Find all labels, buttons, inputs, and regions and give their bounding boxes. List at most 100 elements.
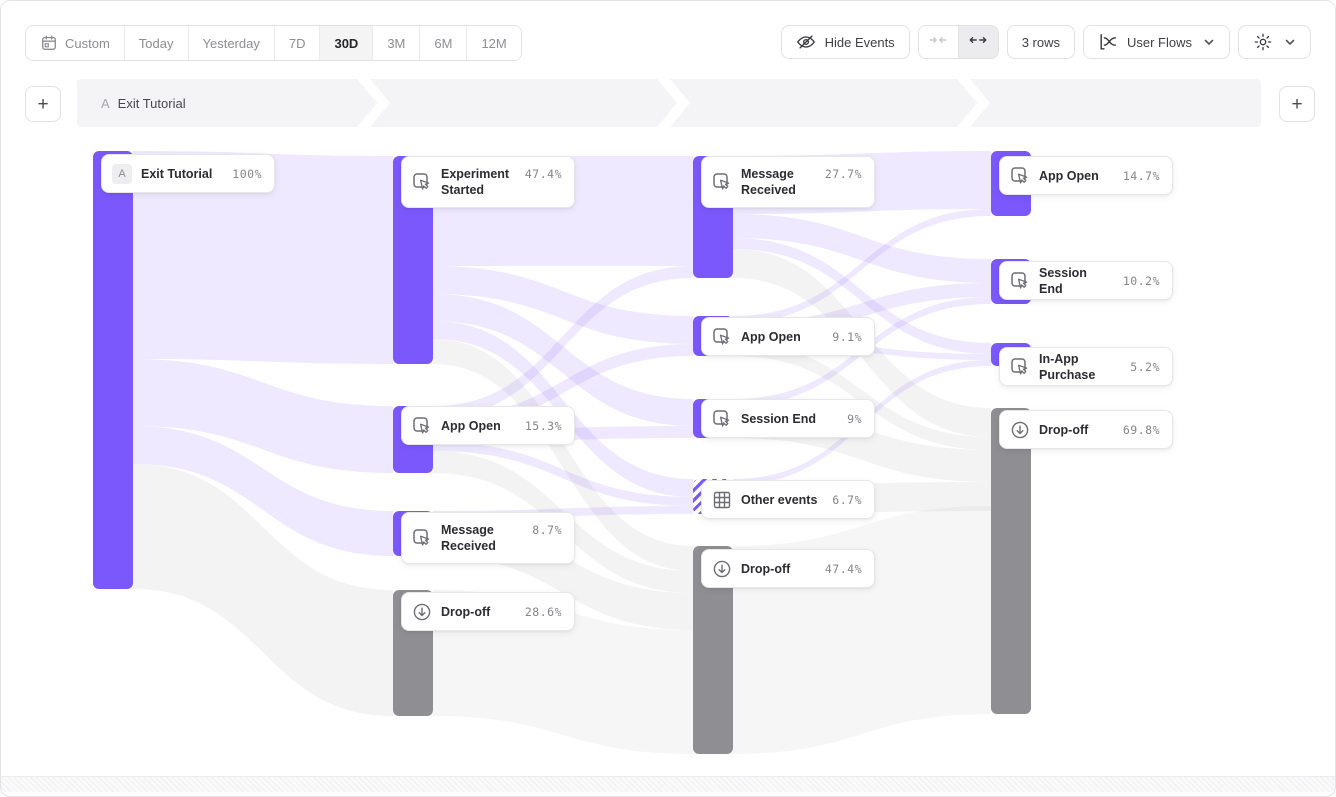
flow-node-percentage: 100% <box>232 166 262 181</box>
hide-events-button[interactable]: Hide Events <box>780 25 910 59</box>
flow-link-c2-app-to-c3-other[interactable] <box>433 442 693 506</box>
steps-bar: + A Exit Tutorial + <box>1 79 1335 127</box>
flow-link-c3-app-to-c4-drop[interactable] <box>733 343 991 450</box>
date-range-7d[interactable]: 7D <box>273 26 320 60</box>
rows-label: 3 rows <box>1021 34 1060 50</box>
flow-node-card-c2-app[interactable]: App Open 15.3% <box>401 406 575 445</box>
drop-off-arrow-icon <box>1010 420 1030 440</box>
flow-link-c1-exit-to-c2-msg[interactable] <box>133 426 393 556</box>
flow-link-c3-app-to-c4-app[interactable] <box>733 209 991 323</box>
gear-icon <box>1253 32 1273 52</box>
flow-node-label: Exit Tutorial <box>141 166 213 181</box>
date-range-today[interactable]: Today <box>123 26 188 60</box>
event-cursor-icon <box>1010 357 1030 377</box>
event-cursor-icon <box>412 528 432 548</box>
flow-node-label: In-App Purchase <box>1039 351 1096 382</box>
flow-node-percentage: 9.1% <box>832 329 862 344</box>
date-range-3m[interactable]: 3M <box>372 26 420 60</box>
flow-link-c1-exit-to-c2-drop[interactable] <box>133 464 393 716</box>
flow-node-percentage: 47.4% <box>824 561 862 576</box>
date-range-6m[interactable]: 6M <box>419 26 467 60</box>
collapse-columns-button[interactable] <box>918 26 958 58</box>
step-separator-chevron-icon <box>957 79 990 127</box>
settings-dropdown[interactable] <box>1238 25 1311 59</box>
flow-link-c2-app-to-c3-msg[interactable] <box>433 266 693 418</box>
date-range-custom[interactable]: Custom <box>26 26 124 60</box>
flow-link-c1-exit-to-c2-app[interactable] <box>133 359 393 473</box>
flow-link-c2-exp-to-c3-app[interactable] <box>433 266 693 344</box>
steps-band[interactable]: A Exit Tutorial <box>77 79 1261 127</box>
flow-node-bar-c4-drop[interactable] <box>991 408 1031 714</box>
grid-events-icon <box>712 490 732 510</box>
flow-link-c3-msg-to-c4-sess[interactable] <box>733 214 991 283</box>
top-toolbar: Custom Today Yesterday 7D 30D 3M 6M 12M Hide Ev… <box>1 1 1335 67</box>
arrows-collapse-icon <box>928 30 948 55</box>
toolbar-right-cluster: Hide Events 3 rows User Flows <box>780 25 1311 59</box>
flow-link-c1-exit-to-c2-exp[interactable] <box>133 151 393 364</box>
hide-events-label: Hide Events <box>824 34 895 50</box>
flow-link-c3-msg-to-c4-iap[interactable] <box>733 238 991 354</box>
event-cursor-icon <box>712 409 732 429</box>
flow-node-percentage: 28.6% <box>524 604 562 619</box>
flow-node-label: Experiment Started <box>441 167 510 197</box>
flow-node-label: App Open <box>741 329 801 344</box>
flow-node-percentage: 47.4% <box>524 167 562 181</box>
date-range-picker: Custom Today Yesterday 7D 30D 3M 6M 12M <box>25 25 522 61</box>
flow-node-card-c3-msg[interactable]: Message Received 27.7% <box>701 156 875 208</box>
rows-button[interactable]: 3 rows <box>1006 25 1075 59</box>
view-selector-dropdown[interactable]: User Flows <box>1082 25 1230 59</box>
flow-node-card-c3-other[interactable]: Other events 6.7% <box>701 480 875 519</box>
flow-node-card-c4-iap[interactable]: In-App Purchase 5.2% <box>999 347 1173 386</box>
date-range-label: 6M <box>434 35 453 51</box>
flow-link-c2-app-to-c3-app[interactable] <box>433 344 693 430</box>
step-separator-chevron-icon <box>357 79 390 127</box>
flow-node-percentage: 69.8% <box>1122 422 1160 437</box>
date-range-label: 12M <box>481 35 507 51</box>
date-range-30d[interactable]: 30D <box>319 26 373 60</box>
event-cursor-icon <box>412 416 432 436</box>
drop-off-arrow-icon <box>712 559 732 579</box>
bottom-scroll-strip[interactable] <box>1 776 1335 792</box>
flow-node-bar-c1-exit[interactable] <box>93 151 133 589</box>
step-letter-badge: A <box>112 163 132 184</box>
flow-node-card-c2-drop[interactable]: Drop-off 28.6% <box>401 592 575 631</box>
flow-node-percentage: 8.7% <box>532 523 562 537</box>
view-selector-label: User Flows <box>1126 34 1192 50</box>
flow-node-card-c3-sess[interactable]: Session End 9% <box>701 399 875 438</box>
chevron-down-icon <box>1203 36 1215 48</box>
flow-node-card-c1-exit[interactable]: A Exit Tutorial 100% <box>101 154 275 193</box>
expand-columns-button[interactable] <box>957 26 998 58</box>
step-event-name: Exit Tutorial <box>117 95 186 111</box>
flow-link-c2-exp-to-c3-drop[interactable] <box>433 339 693 571</box>
flow-link-c3-drop-to-c4-drop[interactable] <box>733 506 991 754</box>
flow-node-percentage: 14.7% <box>1122 168 1160 183</box>
flow-node-card-c3-app[interactable]: App Open 9.1% <box>701 317 875 356</box>
event-cursor-icon <box>712 327 732 347</box>
drop-off-arrow-icon <box>412 602 432 622</box>
flow-link-c2-exp-to-c3-sess[interactable] <box>433 294 693 426</box>
flow-node-percentage: 6.7% <box>832 492 862 507</box>
flow-node-label: Session End <box>1039 265 1087 296</box>
date-range-label: Custom <box>65 35 110 51</box>
step-1-label: A Exit Tutorial <box>101 79 186 127</box>
date-range-label: Today <box>138 35 174 51</box>
flow-node-card-c2-msg[interactable]: Message Received 8.7% <box>401 512 575 564</box>
flow-node-label: Drop-off <box>441 604 491 619</box>
flow-node-label: Session End <box>741 411 817 426</box>
flow-link-c2-drop-to-c3-drop[interactable] <box>433 590 693 754</box>
arrows-expand-icon <box>968 30 988 55</box>
flows-chart-icon <box>1098 32 1118 52</box>
date-range-12m[interactable]: 12M <box>466 26 521 60</box>
date-range-yesterday[interactable]: Yesterday <box>187 26 274 60</box>
flow-node-label: Message Received <box>741 167 796 197</box>
flow-node-card-c4-app[interactable]: App Open 14.7% <box>999 156 1173 195</box>
collapse-expand-toggle <box>917 25 999 59</box>
flow-node-card-c4-drop[interactable]: Drop-off 69.8% <box>999 410 1173 449</box>
flow-node-card-c2-exp[interactable]: Experiment Started 47.4% <box>401 156 575 208</box>
event-cursor-icon <box>1010 271 1030 291</box>
add-step-start-button[interactable]: + <box>25 86 61 122</box>
add-step-end-button[interactable]: + <box>1279 86 1315 122</box>
flow-node-card-c3-drop[interactable]: Drop-off 47.4% <box>701 549 875 588</box>
flow-node-card-c4-sess[interactable]: Session End 10.2% <box>999 261 1173 300</box>
flow-node-label: App Open <box>441 418 501 433</box>
